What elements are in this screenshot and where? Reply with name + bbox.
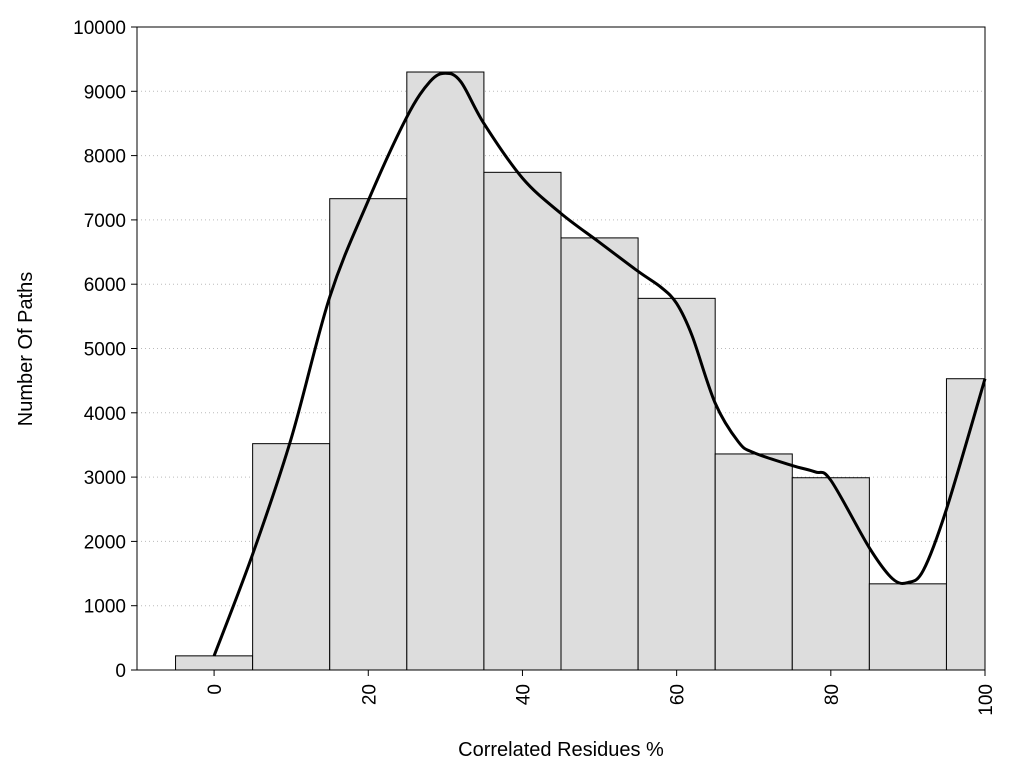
y-tick-label: 5000 (84, 340, 126, 361)
bar-8 (791, 477, 870, 671)
bars (175, 71, 986, 671)
bar-0 (175, 655, 254, 671)
bar-4 (483, 171, 562, 671)
density-curve (212, 71, 987, 657)
y-tick-label: 8000 (84, 147, 126, 168)
bar-7 (714, 453, 793, 671)
bar-9 (868, 583, 947, 671)
x-tick-label: 100 (976, 684, 997, 716)
y-tick-label: 4000 (84, 404, 126, 425)
x-axis-label: Correlated Residues % (458, 739, 664, 761)
bar-2 (329, 198, 408, 671)
bar-5 (560, 237, 639, 671)
bar-1 (252, 443, 331, 671)
y-tick-label: 7000 (84, 211, 126, 232)
y-tick-label: 3000 (84, 468, 126, 489)
curve-line (212, 71, 987, 657)
y-tick-label: 2000 (84, 532, 126, 553)
bar-10 (945, 378, 986, 671)
y-tick-label: 0 (115, 661, 126, 682)
y-axis-label: Number Of Paths (15, 272, 37, 427)
y-axis-ticks: 0 1000 2000 3000 4000 5000 6000 7000 8000 9000 100… (73, 18, 137, 682)
x-tick-label: 0 (205, 684, 226, 695)
y-tick-label: 10000 (73, 18, 126, 39)
y-tick-label: 9000 (84, 82, 126, 103)
x-tick-label: 20 (359, 684, 380, 705)
x-tick-label: 40 (513, 684, 534, 705)
y-tick-label: 1000 (84, 597, 126, 618)
x-tick-label: 60 (668, 684, 689, 705)
bar-6 (637, 297, 716, 671)
bar-3 (406, 71, 485, 671)
x-tick-label: 80 (822, 684, 843, 705)
x-axis-ticks: 0 20 40 60 80 100 (205, 670, 997, 716)
y-tick-label: 6000 (84, 275, 126, 296)
